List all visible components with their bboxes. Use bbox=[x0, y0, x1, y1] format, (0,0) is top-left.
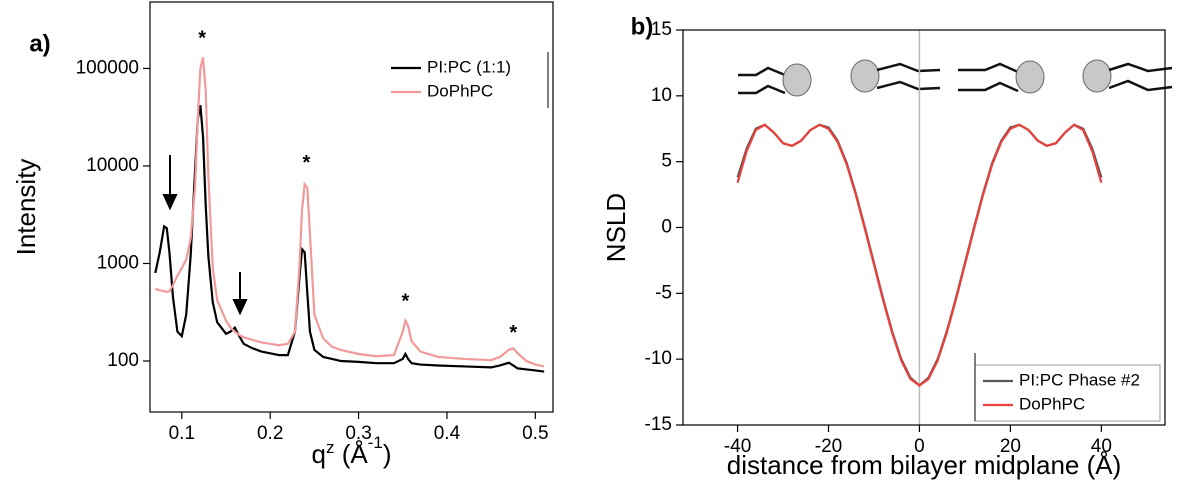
arrow-head bbox=[232, 299, 248, 316]
head bbox=[1082, 59, 1112, 93]
legend-label: DoPhPC bbox=[427, 81, 493, 100]
x-axis-label-part: (Å bbox=[334, 439, 368, 469]
head bbox=[782, 63, 812, 97]
x-tick-label: 40 bbox=[1091, 436, 1112, 457]
x-axis-label-part: distance from bilayer midplane (Å) bbox=[727, 450, 1122, 480]
y-tick-label: -10 bbox=[645, 348, 672, 369]
legend-box bbox=[974, 364, 1161, 422]
x-tick-label: 0.4 bbox=[434, 423, 461, 444]
tail bbox=[1108, 79, 1173, 92]
x-tick-label: 0.5 bbox=[522, 423, 548, 444]
series-line bbox=[154, 104, 545, 373]
annotation: * bbox=[303, 152, 311, 174]
annotation: * bbox=[402, 291, 410, 313]
x-tick-label: -40 bbox=[724, 436, 751, 457]
tail bbox=[958, 81, 1019, 93]
plot-frame bbox=[149, 1, 554, 413]
x-axis-label: distance from bilayer midplane (Å) bbox=[727, 450, 1122, 480]
legend-label: PI:PC (1:1) bbox=[427, 57, 511, 76]
x-tick-label: 0 bbox=[914, 436, 925, 457]
x-tick-label: 20 bbox=[1000, 436, 1021, 457]
annotation: * bbox=[509, 322, 517, 344]
tail bbox=[738, 66, 786, 77]
legend-label: DoPhPC bbox=[1019, 394, 1085, 413]
y-tick-label: 10000 bbox=[86, 155, 139, 176]
legend-label: PI:PC Phase #2 bbox=[1019, 370, 1140, 389]
y-axis-label: Intensity bbox=[11, 159, 41, 256]
y-tick-label: -15 bbox=[645, 414, 672, 435]
y-tick-label: 100 bbox=[107, 350, 139, 371]
tail bbox=[1108, 62, 1173, 73]
panel-label: b) bbox=[631, 13, 654, 40]
y-tick-label: 10 bbox=[651, 85, 672, 106]
arrows bbox=[162, 155, 248, 316]
x-axis-label-part: q bbox=[312, 439, 326, 469]
y-tick-label: 15 bbox=[651, 19, 672, 40]
series-line bbox=[154, 57, 545, 368]
x-tick-label: 0.1 bbox=[169, 423, 195, 444]
y-axis-label: NSLD bbox=[601, 193, 631, 262]
legend-box bbox=[383, 52, 548, 108]
tail bbox=[958, 62, 1019, 74]
y-tick-label: 1000 bbox=[97, 252, 139, 273]
panel-label: a) bbox=[29, 30, 50, 57]
x-axis-label-part: z bbox=[326, 438, 335, 457]
x-axis-label: qz (Å-1) bbox=[312, 433, 392, 468]
y-tick-label: -5 bbox=[655, 282, 672, 303]
x-axis-label-part: -1 bbox=[368, 433, 383, 452]
annotation: * bbox=[198, 27, 206, 49]
y-tick-label: 0 bbox=[661, 217, 672, 238]
panel: b) -40 -20 0 20 40 -15 -10 -5 0 5 10 15 NSLD distance … bbox=[601, 13, 1166, 480]
x-axis-label-part: ) bbox=[383, 439, 392, 469]
x-tick-label: 0.2 bbox=[257, 423, 283, 444]
tail bbox=[876, 80, 941, 91]
arrow-head bbox=[162, 194, 178, 211]
x-tick-label: -20 bbox=[815, 436, 842, 457]
panel: a) 0.1 0.2 0.3 0.4 0.5 100 1000 10000 100000 Inten… bbox=[11, 1, 554, 469]
y-tick-label: 100000 bbox=[76, 57, 139, 78]
y-tick-label: 5 bbox=[661, 151, 672, 172]
tail bbox=[738, 84, 786, 95]
head bbox=[850, 59, 880, 93]
series-line bbox=[736, 123, 1103, 387]
lipid-icons bbox=[738, 59, 1173, 97]
x-tick-label: 0.3 bbox=[345, 423, 371, 444]
tail bbox=[876, 62, 941, 73]
head bbox=[1015, 60, 1045, 94]
